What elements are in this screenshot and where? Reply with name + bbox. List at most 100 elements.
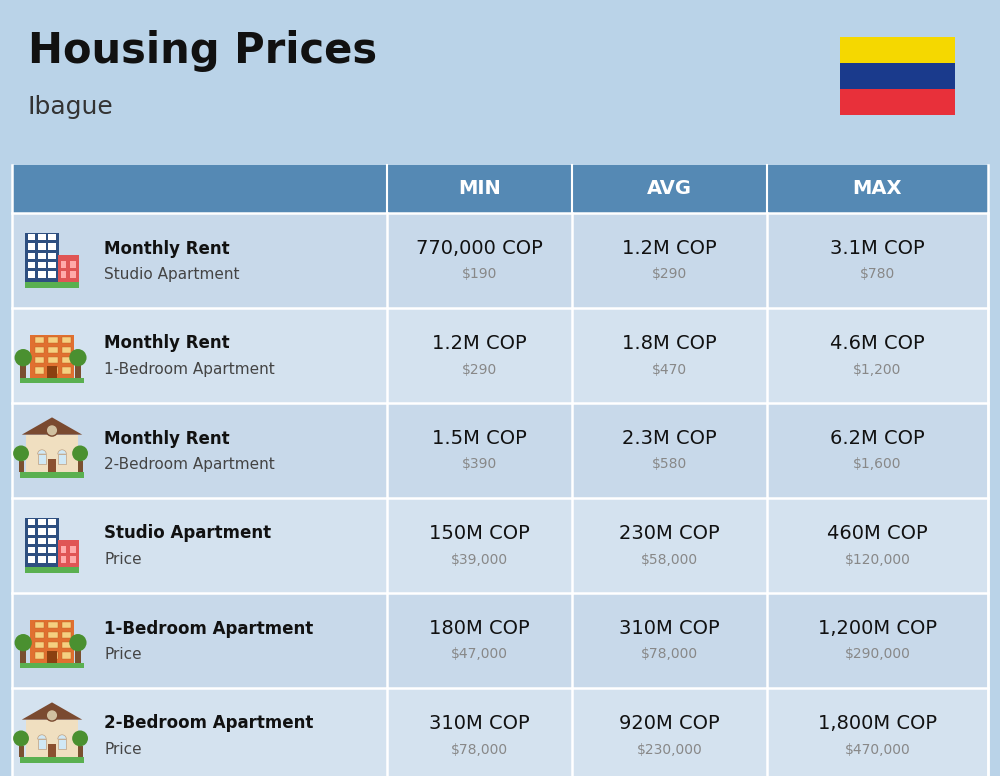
Bar	[28, 519, 35, 525]
Bar	[62, 337, 71, 343]
Bar	[48, 243, 56, 250]
Bar	[35, 652, 44, 659]
Text: 3.1M COP: 3.1M COP	[830, 239, 925, 258]
Bar	[48, 347, 58, 353]
Bar	[78, 461, 83, 472]
Circle shape	[72, 730, 88, 747]
Text: 310M COP: 310M COP	[619, 619, 720, 638]
Circle shape	[46, 424, 58, 436]
Bar	[48, 519, 56, 525]
Text: 6.2M COP: 6.2M COP	[830, 429, 925, 448]
Bar	[35, 642, 44, 649]
Bar	[38, 454, 46, 464]
Text: 150M COP: 150M COP	[429, 524, 530, 543]
Text: 1.2M COP: 1.2M COP	[622, 239, 717, 258]
Bar	[20, 472, 84, 478]
Bar	[25, 233, 59, 282]
Bar	[19, 461, 24, 472]
Text: $390: $390	[462, 458, 497, 472]
Text: 1-Bedroom Apartment: 1-Bedroom Apartment	[104, 619, 313, 638]
Text: $290,000: $290,000	[845, 647, 910, 661]
Text: $1,200: $1,200	[853, 362, 902, 376]
Text: 310M COP: 310M COP	[429, 714, 530, 733]
Bar	[48, 642, 58, 649]
Text: $78,000: $78,000	[451, 743, 508, 757]
Text: $78,000: $78,000	[641, 647, 698, 661]
Bar	[48, 252, 56, 259]
Text: Price: Price	[104, 647, 142, 662]
Bar	[58, 739, 66, 749]
Bar	[28, 272, 35, 278]
Bar	[38, 739, 46, 749]
Text: $470,000: $470,000	[845, 743, 910, 757]
Bar	[48, 528, 56, 535]
Bar	[48, 622, 58, 629]
Bar	[48, 367, 58, 373]
Bar	[48, 357, 58, 363]
Bar	[19, 746, 24, 757]
Text: 1.2M COP: 1.2M COP	[432, 334, 527, 353]
Bar	[35, 632, 44, 639]
Bar	[61, 272, 66, 278]
Bar	[28, 547, 35, 553]
Bar	[20, 650, 26, 663]
Text: 460M COP: 460M COP	[827, 524, 928, 543]
Text: AVG: AVG	[647, 179, 692, 199]
Bar	[61, 556, 66, 563]
Wedge shape	[38, 450, 46, 454]
Wedge shape	[58, 450, 66, 454]
Bar	[62, 642, 71, 649]
Text: $230,000: $230,000	[637, 743, 702, 757]
Bar	[48, 337, 58, 343]
Bar	[28, 528, 35, 535]
Text: $290: $290	[652, 268, 687, 282]
Bar	[840, 37, 955, 63]
Text: 1.8M COP: 1.8M COP	[622, 334, 717, 353]
Text: 2-Bedroom Apartment: 2-Bedroom Apartment	[104, 457, 275, 472]
Bar	[28, 262, 35, 268]
Bar	[48, 547, 56, 553]
Text: MAX: MAX	[853, 179, 902, 199]
Text: $470: $470	[652, 362, 687, 376]
Text: Price: Price	[104, 742, 142, 757]
Bar	[58, 540, 79, 567]
Bar	[61, 262, 66, 268]
Bar	[840, 63, 955, 89]
Circle shape	[72, 445, 88, 461]
Bar	[28, 234, 35, 241]
Text: Studio Apartment: Studio Apartment	[104, 267, 240, 282]
Bar	[48, 556, 56, 563]
Bar	[26, 719, 78, 757]
Bar	[38, 262, 46, 268]
Text: $120,000: $120,000	[845, 553, 910, 566]
Bar	[48, 744, 56, 757]
Bar	[48, 262, 56, 268]
Bar	[12, 308, 988, 403]
Bar	[62, 632, 71, 639]
Bar	[25, 567, 79, 573]
Bar	[35, 347, 44, 353]
Bar	[35, 357, 44, 363]
Circle shape	[69, 634, 87, 651]
Bar	[48, 459, 56, 472]
Bar	[48, 234, 56, 241]
Text: $580: $580	[652, 458, 687, 472]
Text: 1.5M COP: 1.5M COP	[432, 429, 527, 448]
Text: Housing Prices: Housing Prices	[28, 30, 377, 72]
Bar	[20, 663, 84, 668]
Text: 2-Bedroom Apartment: 2-Bedroom Apartment	[104, 715, 313, 733]
Text: Monthly Rent: Monthly Rent	[104, 240, 230, 258]
Bar	[30, 334, 74, 378]
Bar	[75, 365, 81, 378]
Bar	[70, 272, 76, 278]
Bar	[62, 652, 71, 659]
Bar	[35, 337, 44, 343]
Text: $190: $190	[462, 268, 497, 282]
Bar	[12, 688, 988, 776]
Bar	[12, 403, 988, 498]
Bar	[38, 538, 46, 544]
Bar	[25, 282, 79, 288]
Text: $290: $290	[462, 362, 497, 376]
Text: Monthly Rent: Monthly Rent	[104, 334, 230, 352]
Text: Price: Price	[104, 552, 142, 567]
